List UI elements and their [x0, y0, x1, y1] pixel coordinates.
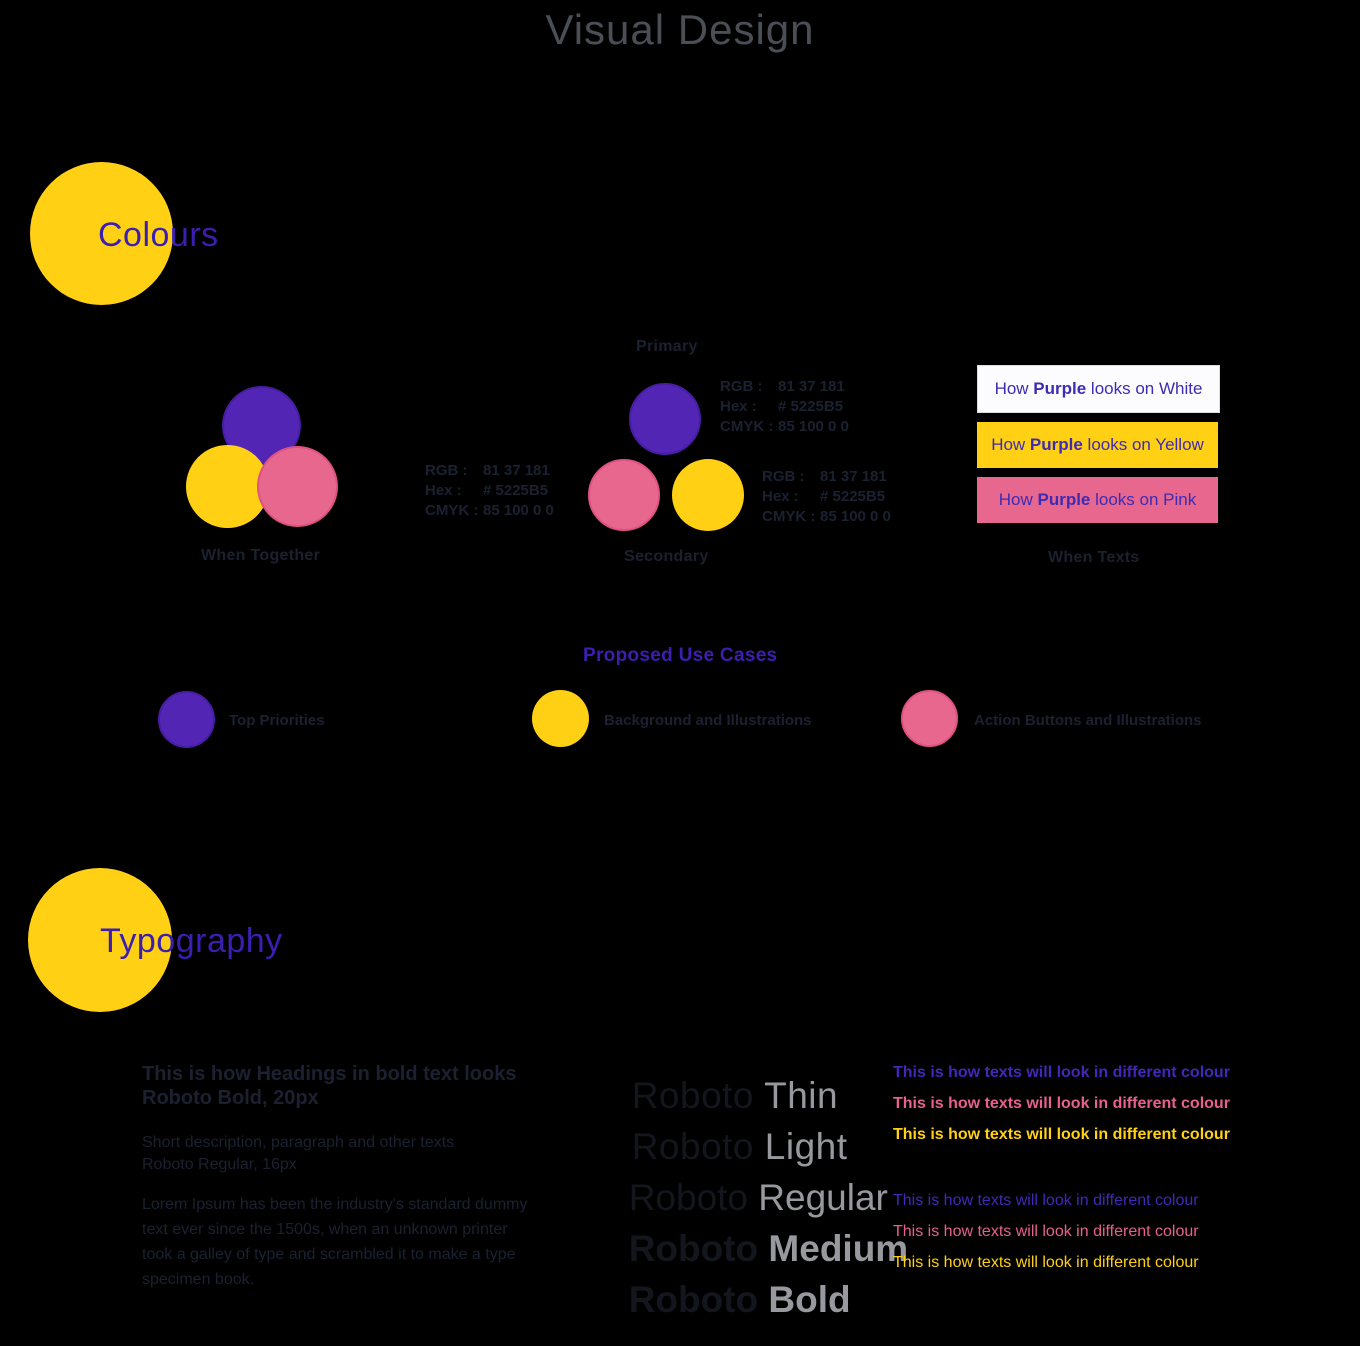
colours-heading-accent-circle [30, 162, 173, 305]
box-text-suffix: looks on Pink [1090, 490, 1197, 509]
box-text-prefix: How [991, 435, 1030, 454]
spec-row-cmyk: CMYK : 85 100 0 0 [425, 501, 554, 521]
cmyk-value: 85 100 0 0 [820, 508, 891, 525]
when-texts-label: When Texts [1048, 549, 1140, 566]
heading-sample-line1: This is how Headings in bold text looks [142, 1063, 517, 1085]
hex-value: # 5225B5 [778, 398, 844, 415]
colours-section-heading: Colours [98, 216, 219, 254]
purple-on-yellow-box: How Purple looks on Yellow [977, 422, 1218, 468]
spec-row-cmyk: CMYK : 85 100 0 0 [762, 507, 891, 527]
font-weight-name: Regular [758, 1177, 888, 1218]
cmyk-value: 85 100 0 0 [483, 502, 554, 519]
secondary-pink-spec: RGB : 81 37 181 Hex : # 5225B5 CMYK : 85… [425, 461, 554, 521]
description-sample-block: Short description, paragraph and other t… [142, 1132, 532, 1176]
spec-row-cmyk: CMYK : 85 100 0 0 [720, 417, 849, 437]
font-weights-list: Roboto Thin Roboto Light Roboto Regular … [567, 1033, 909, 1320]
box-text-bold: Purple [1029, 435, 1083, 454]
use-cases-heading: Proposed Use Cases [583, 645, 778, 666]
desc-sample-line2: Roboto Regular, 16px [142, 1156, 297, 1173]
together-pink-circle [257, 446, 338, 527]
spec-row-hex: Hex : # 5225B5 [425, 481, 554, 501]
use-case-label-background: Background and Illustrations [604, 712, 812, 729]
primary-color-spec: RGB : 81 37 181 Hex : # 5225B5 CMYK : 85… [720, 377, 849, 437]
sample-text-bold-pink: This is how texts will look in different… [893, 1095, 1230, 1112]
font-family-name: Roboto [631, 1075, 765, 1116]
use-case-label-top-priorities: Top Priorities [229, 712, 325, 729]
cmyk-label: CMYK : [720, 418, 774, 435]
hex-label: Hex : [720, 398, 757, 415]
box-text-bold: Purple [1033, 379, 1087, 398]
heading-sample-block: This is how Headings in bold text looks … [142, 1062, 532, 1110]
spec-row-rgb: RGB : 81 37 181 [720, 377, 849, 397]
secondary-label: Secondary [624, 548, 709, 565]
box-text-suffix: looks on Yellow [1082, 435, 1204, 454]
desc-sample-line1: Short description, paragraph and other t… [142, 1134, 455, 1151]
font-weight-name: Bold [768, 1279, 851, 1320]
cmyk-value: 85 100 0 0 [778, 418, 849, 435]
hex-label: Hex : [425, 482, 462, 499]
font-weight-name: Medium [768, 1228, 909, 1269]
spec-row-hex: Hex : # 5225B5 [762, 487, 891, 507]
hex-value: # 5225B5 [820, 488, 886, 505]
secondary-yellow-spec: RGB : 81 37 181 Hex : # 5225B5 CMYK : 85… [762, 467, 891, 527]
rgb-label: RGB : [720, 378, 763, 395]
font-family-name: Roboto [631, 1126, 765, 1167]
sample-text-bold-yellow: This is how texts will look in different… [893, 1126, 1230, 1143]
cmyk-label: CMYK : [425, 502, 479, 519]
primary-label: Primary [636, 338, 698, 355]
purple-on-white-box: How Purple looks on White [977, 365, 1220, 413]
heading-sample-line2: Roboto Bold, 20px [142, 1087, 319, 1109]
rgb-label: RGB : [762, 468, 805, 485]
typography-section-heading: Typography [100, 922, 283, 960]
font-family-name: Roboto [628, 1228, 769, 1269]
use-case-pink-circle [901, 690, 958, 747]
purple-on-pink-box: How Purple looks on Pink [977, 477, 1218, 523]
secondary-yellow-circle [672, 459, 744, 531]
box-text-suffix: looks on White [1086, 379, 1203, 398]
sample-text-regular-pink: This is how texts will look in different… [893, 1223, 1199, 1240]
box-text-prefix: How [994, 379, 1034, 398]
spec-row-rgb: RGB : 81 37 181 [762, 467, 891, 487]
rgb-value: 81 37 181 [778, 378, 845, 395]
font-family-name: Roboto [628, 1279, 769, 1320]
rgb-value: 81 37 181 [483, 462, 550, 479]
use-case-yellow-circle [532, 690, 589, 747]
primary-purple-circle [629, 383, 701, 455]
secondary-pink-circle [588, 459, 660, 531]
use-case-purple-circle [158, 691, 215, 748]
weight-row-regular: Roboto Regular [567, 1135, 908, 1218]
hex-label: Hex : [762, 488, 799, 505]
font-weight-name: Light [764, 1126, 848, 1167]
box-text-bold: Purple [1037, 490, 1091, 509]
weight-row-medium: Roboto Medium [567, 1186, 909, 1269]
page-title: Visual Design [545, 6, 815, 53]
sample-text-regular-purple: This is how texts will look in different… [893, 1192, 1199, 1209]
weight-row-light: Roboto Light [567, 1084, 908, 1167]
cmyk-label: CMYK : [762, 508, 816, 525]
weight-row-bold: Roboto Bold [567, 1237, 908, 1320]
spec-row-rgb: RGB : 81 37 181 [425, 461, 554, 481]
when-together-label: When Together [201, 547, 321, 564]
spec-row-hex: Hex : # 5225B5 [720, 397, 849, 417]
rgb-label: RGB : [425, 462, 468, 479]
together-yellow-circle [186, 445, 269, 528]
rgb-value: 81 37 181 [820, 468, 887, 485]
use-case-label-action-buttons: Action Buttons and Illustrations [974, 712, 1202, 729]
typography-heading-accent-circle [28, 868, 172, 1012]
weight-row-thin: Roboto Thin [567, 1033, 908, 1116]
sample-text-regular-yellow: This is how texts will look in different… [893, 1254, 1199, 1271]
box-text-prefix: How [998, 490, 1038, 509]
sample-text-bold-purple: This is how texts will look in different… [893, 1064, 1230, 1081]
font-weight-name: Thin [764, 1075, 839, 1116]
hex-value: # 5225B5 [483, 482, 549, 499]
font-family-name: Roboto [628, 1177, 759, 1218]
lorem-paragraph: Lorem Ipsum has been the industry's stan… [142, 1196, 528, 1288]
